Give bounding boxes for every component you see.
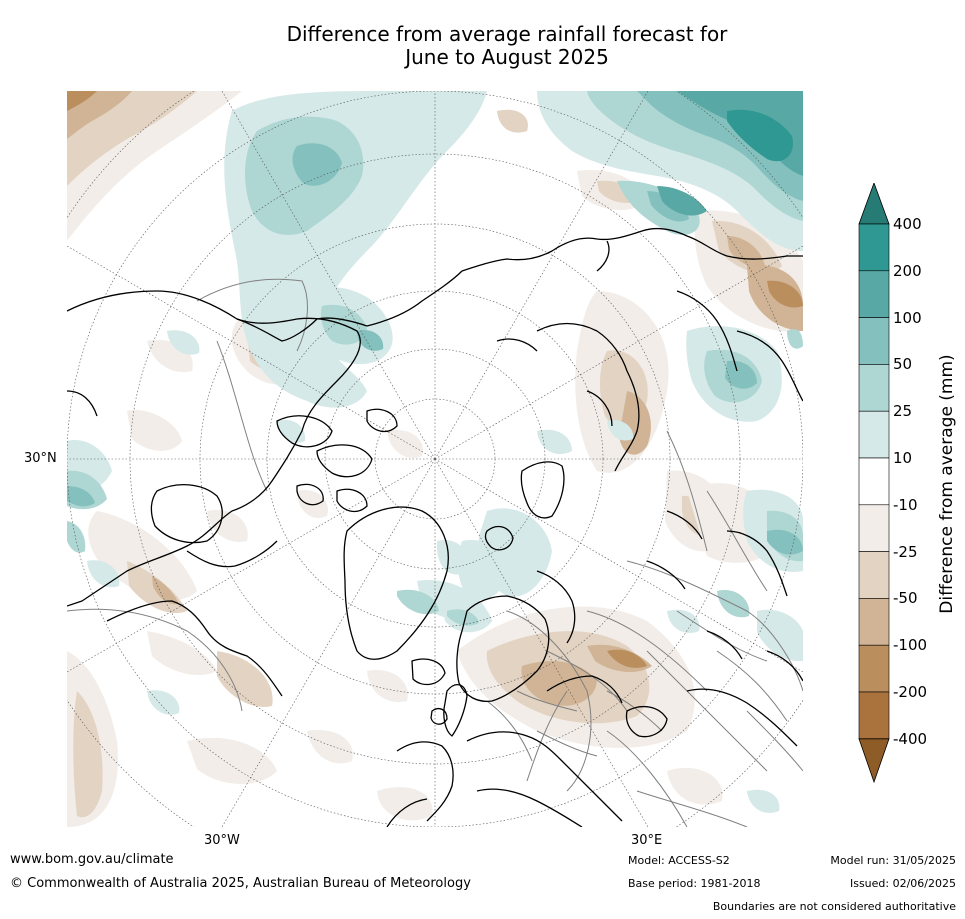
map-title-line-1: Difference from average rainfall forecas… bbox=[286, 22, 728, 46]
latitude-label-30n: 30°N bbox=[24, 451, 57, 466]
colorbar-band bbox=[858, 598, 890, 646]
colorbar-tick-label: -100 bbox=[893, 636, 928, 655]
colorbar-band bbox=[858, 457, 890, 506]
base-period: Base period: 1981-2018 bbox=[628, 877, 761, 890]
colorbar-band bbox=[858, 410, 890, 459]
issued-date: Issued: 02/06/2025 bbox=[849, 877, 956, 890]
colorbar-band bbox=[858, 223, 890, 272]
website-link[interactable]: www.bom.gov.au/climate bbox=[10, 852, 174, 867]
colorbar-tick-label: 100 bbox=[893, 308, 922, 327]
colorbar-tick-label: 200 bbox=[893, 261, 922, 280]
colorbar-band bbox=[858, 270, 890, 318]
rainfall-anomaly-map bbox=[67, 91, 803, 827]
colorbar-extend-bottom bbox=[858, 738, 890, 783]
colorbar-extend-top bbox=[858, 183, 890, 225]
colorbar-title: Difference from average (mm) bbox=[937, 354, 957, 614]
model-run-date: Model run: 31/05/2025 bbox=[830, 854, 956, 867]
graticule bbox=[67, 91, 803, 827]
colorbar-band bbox=[858, 317, 890, 365]
colorbar-band bbox=[858, 644, 890, 693]
colorbar-tick-label: 50 bbox=[893, 355, 913, 374]
wet-anomaly-regions bbox=[67, 91, 803, 813]
colorbar-band bbox=[858, 504, 890, 552]
colorbar bbox=[858, 183, 890, 783]
boundaries-disclaimer: Boundaries are not considered authoritat… bbox=[712, 900, 956, 913]
map-canvas bbox=[67, 91, 803, 827]
longitude-label-30w: 30°W bbox=[204, 833, 240, 848]
colorbar-tick-label: -200 bbox=[893, 683, 928, 701]
model-name: Model: ACCESS-S2 bbox=[628, 854, 730, 867]
colorbar-band bbox=[858, 364, 890, 412]
colorbar-tick-label: -400 bbox=[893, 729, 928, 748]
colorbar-band bbox=[858, 551, 890, 599]
longitude-label-30e: 30°E bbox=[631, 833, 663, 848]
colorbar-band bbox=[858, 691, 890, 740]
map-title-line-2: June to August 2025 bbox=[405, 45, 609, 69]
copyright-notice: © Commonwealth of Australia 2025, Austra… bbox=[10, 876, 471, 891]
colorbar-tick-label: 400 bbox=[893, 215, 922, 233]
colorbar-tick-label: -10 bbox=[893, 495, 918, 514]
coastlines bbox=[67, 227, 803, 827]
colorbar-tick-label: 10 bbox=[893, 449, 913, 467]
colorbar-tick-label: -25 bbox=[893, 542, 918, 561]
colorbar-tick-label: -50 bbox=[893, 589, 918, 608]
colorbar-tick-label: 25 bbox=[893, 402, 913, 421]
